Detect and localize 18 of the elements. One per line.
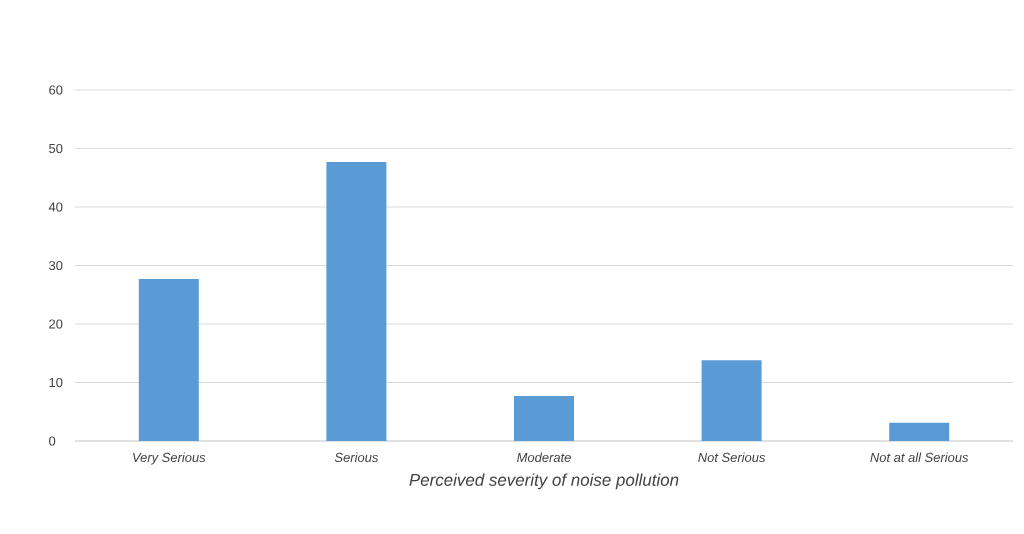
bar <box>138 278 199 441</box>
y-tick-label: 40 <box>48 202 63 212</box>
x-axis-title: Perceived severity of noise pollution <box>409 473 679 490</box>
x-tick-label: Serious <box>334 452 379 463</box>
bar <box>514 395 574 441</box>
y-tick-label: 10 <box>49 377 63 388</box>
bar <box>326 161 387 441</box>
bar <box>701 360 762 441</box>
x-tick-label: Very Serious <box>133 452 206 465</box>
y-tick-label: 0 <box>49 436 56 446</box>
x-tick-label: Not at all Serious <box>870 452 969 463</box>
bar <box>889 422 950 441</box>
x-tick-label: Not Serious <box>698 452 766 463</box>
x-tick-label: Moderate <box>517 452 571 463</box>
y-tick-label: 20 <box>49 319 63 329</box>
y-tick-label: 50 <box>49 143 63 154</box>
y-tick-label: 60 <box>49 85 63 95</box>
y-tick-label: 30 <box>49 260 63 271</box>
